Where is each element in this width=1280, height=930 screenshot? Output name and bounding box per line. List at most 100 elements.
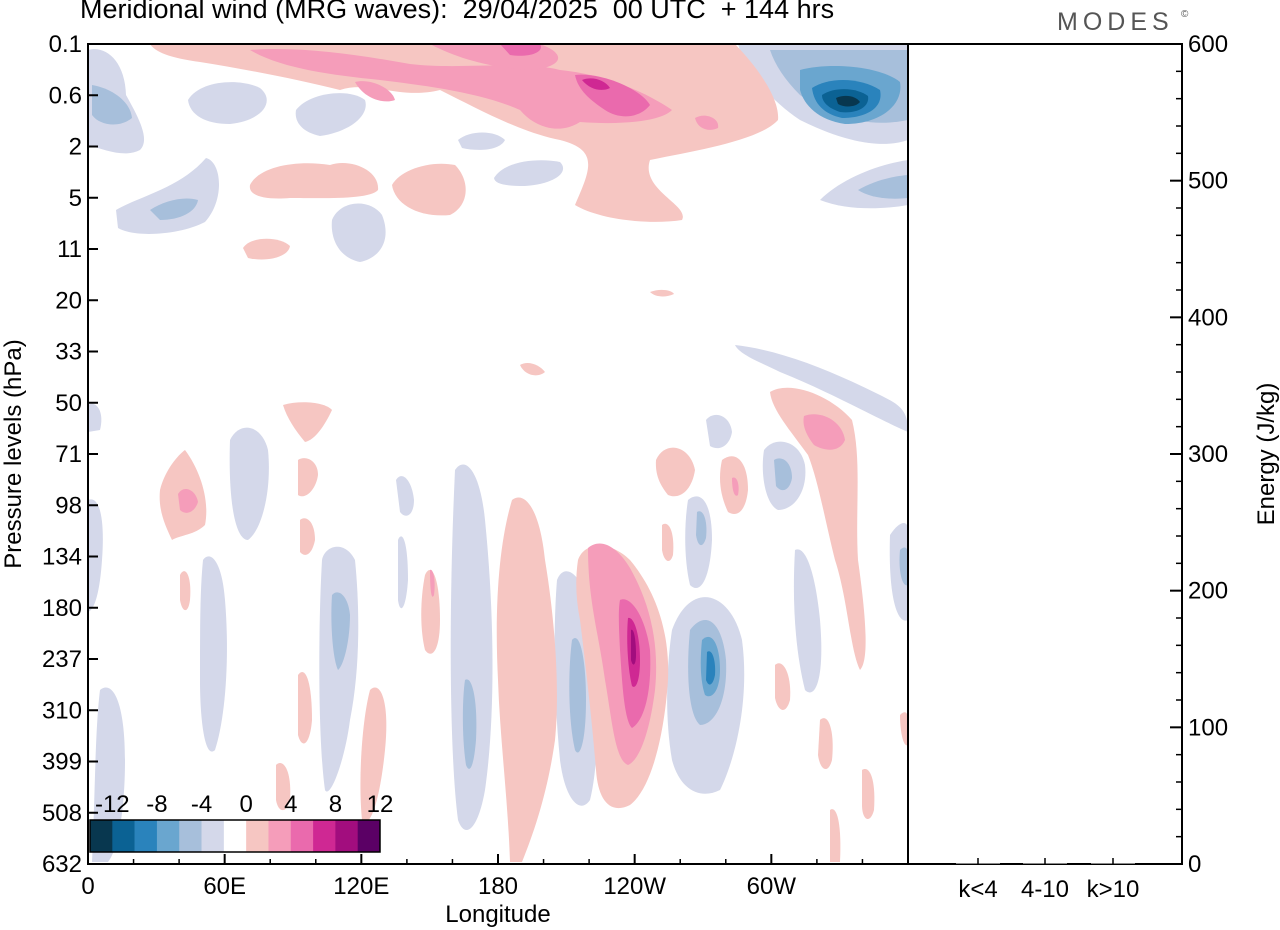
contour-pos-upper-band [355,81,395,102]
contour-neg-trop-213 [569,638,586,753]
contour-neg-trop-wide-left [229,427,269,540]
energy-tick-label: 100 [1188,714,1228,741]
contour-neg-left-5hpa [150,198,198,220]
contour-pos-small [775,663,791,710]
energy-axis: 0 100 200 300 400 500 600 [1170,31,1228,878]
contour-pos-right-mid [732,477,739,496]
colorbar-swatch [201,820,225,852]
contour-neg-trop-274 [706,651,716,685]
contour-neg-trop-170 [462,679,477,769]
contour-pos-180 [430,569,435,597]
colorbar-swatch [335,820,358,852]
colorbar-legend: -12 -8 -4 0 4 8 12 [89,791,394,853]
pressure-tick-label: 632 [42,851,82,878]
contour-pos-small [862,769,875,820]
contour-pos-180 [496,497,557,862]
energy-category-label: k>10 [1087,876,1140,903]
energy-axis-label: Energy (J/kg) [1253,383,1280,526]
logo-registered-mark: © [1181,9,1189,20]
pressure-tick-label: 11 [57,236,82,263]
colorbar-label: 8 [329,791,342,818]
contour-neg-stratosphere [458,132,505,150]
contour-pos-small [830,809,841,862]
colorbar-label: 12 [367,791,394,818]
colorbar-swatch [179,820,202,852]
contour-neg-band-0p6 [188,82,267,124]
contour-neg-trop-wide-left [88,403,102,432]
contour-pos-40e [178,488,198,513]
contour-pos-small [298,672,312,744]
y-axis-label: Pressure levels (hPa) [0,339,27,568]
contour-field [88,44,908,862]
contour-neg-left-5hpa [116,158,220,234]
contour-pos-upper-band [695,115,719,130]
colorbar-swatch [156,820,180,852]
longitude-tick-label: 120W [603,873,666,900]
contour-neg-trop-right [899,547,908,586]
contour-neg-trop-165 [398,536,408,609]
pressure-axis: 0.1 0.6 2 5 11 20 33 50 71 98 134 180 237 310 399 508 63… [42,31,98,878]
contour-pos-120w [631,629,636,665]
contour-pos-small [360,687,387,822]
contour-neg-trop-112 [331,592,350,670]
contour-neg-trop-165 [396,476,414,516]
pressure-tick-label: 134 [42,544,82,571]
colorbar-swatch [90,820,113,852]
pressure-tick-label: 0.6 [49,82,82,109]
contour-pos-small [300,518,315,555]
longitude-tick-label: 60W [747,873,797,900]
colorbar-label: -12 [95,791,130,818]
contour-neg-stratosphere [494,160,564,186]
pressure-tick-label: 33 [55,339,82,366]
contour-neg-trop-right [793,549,822,693]
contour-pos-small [520,362,545,376]
contour-neg-trop-265 [696,511,707,546]
contour-pos-right-mid [655,447,695,497]
contour-pos-small [662,523,674,562]
energy-tick-label: 400 [1188,304,1228,331]
contour-pos-upper-band [500,44,541,56]
contour-neg-trop-60e [200,556,227,752]
pressure-tick-label: 508 [42,800,82,827]
contour-neg-upper-right [836,95,860,107]
contour-neg-11hpa [331,203,386,262]
colorbar-label: -8 [146,791,167,818]
colorbar-frame [89,819,381,853]
colorbar-swatch [223,820,247,852]
energy-tick-label: 200 [1188,578,1228,605]
pressure-tick-label: 71 [55,441,82,468]
energy-category-label: k<4 [958,876,997,903]
energy-plot-frame [907,43,1183,865]
contour-pos-5hpa [249,162,379,199]
contour-neg-trop-170 [450,464,493,830]
energy-tick-label: 500 [1188,168,1228,195]
energy-categories: k<4 4-10 k>10 [958,858,1139,903]
colorbar-swatch [268,820,292,852]
energy-tick-label: 300 [1188,441,1228,468]
contour-neg-trop-300 [774,458,792,491]
contour-neg-trop-right [889,523,908,621]
contour-neg-left-top [92,85,132,125]
longitude-axis: 0 60E 120E 180 120W 60W [81,854,864,900]
colorbar-label: -4 [191,791,212,818]
pressure-tick-label: 20 [55,287,82,314]
longitude-tick-label: 0 [81,873,94,900]
contours-positive [150,44,908,862]
contour-pos-small [900,712,908,746]
colorbar-swatch [313,820,336,852]
colorbar-swatch [290,820,314,852]
contour-neg-band-0p6 [295,93,366,136]
contour-pos-right-mid [803,414,845,450]
colorbar-label: 0 [239,791,252,818]
colorbar-swatch [357,820,381,852]
longitude-tick-label: 60E [203,873,246,900]
contour-neg-right-5hpa [858,175,908,199]
pressure-tick-label: 399 [42,749,82,776]
contour-pos-small [650,289,674,297]
contour-pos-small [298,458,318,497]
contours-negative [88,44,908,862]
contour-neg-trop-10e [92,687,125,862]
chart-title: Meridional wind (MRG waves): 29/04/2025 … [80,0,835,24]
colorbar-swatch [246,820,269,852]
pressure-tick-label: 237 [42,646,82,673]
